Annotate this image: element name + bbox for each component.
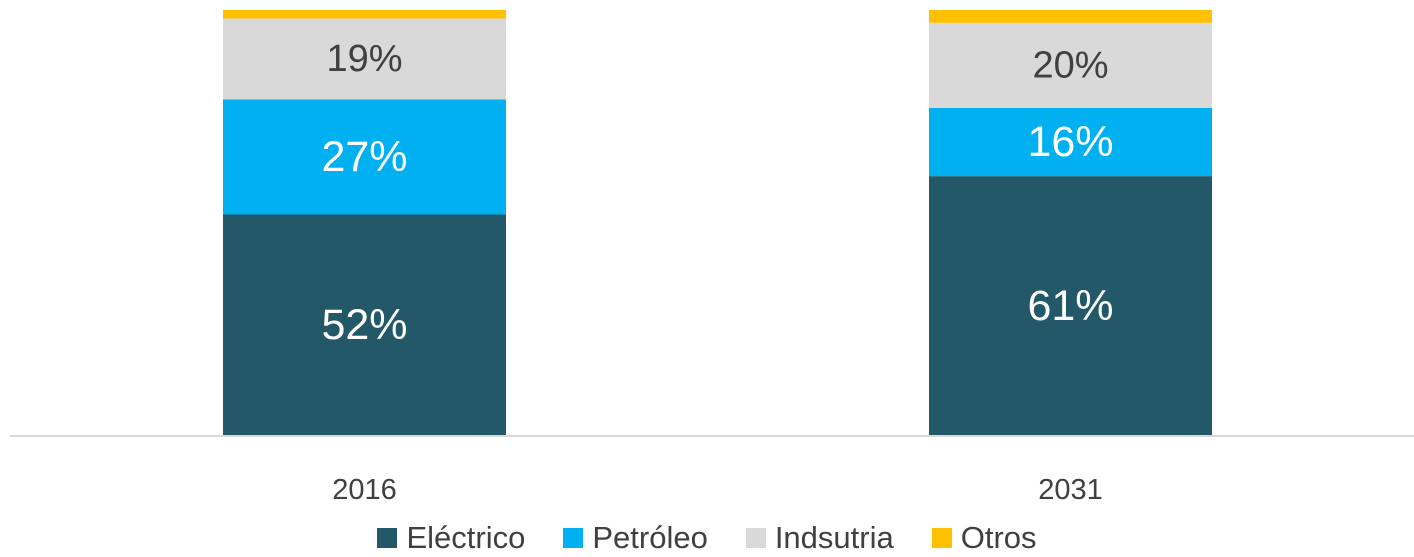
x-tick-label-2031: 2031: [1038, 474, 1103, 506]
data-label-petroleo-2016: 27%: [321, 133, 407, 181]
legend-swatch-petroleo: [563, 528, 584, 548]
x-tick-label-2016: 2016: [332, 474, 397, 506]
legend: Eléctrico Petróleo Indsutria Otros: [0, 520, 1414, 556]
legend-label-electrico: Eléctrico: [406, 520, 526, 555]
data-label-electrico-2031: 61%: [1027, 282, 1113, 330]
legend-label-otros: Otros: [960, 520, 1037, 555]
legend-swatch-indsutria: [745, 528, 766, 548]
legend-item-otros: Otros: [931, 520, 1037, 556]
legend-item-electrico: Eléctrico: [377, 520, 525, 556]
data-label-indsutria-2031: 20%: [1032, 44, 1108, 86]
legend-label-petroleo: Petróleo: [592, 520, 708, 555]
legend-item-petroleo: Petróleo: [563, 520, 708, 556]
bar-indsutria-2031: [929, 22, 1212, 108]
legend-label-indsutria: Indsutria: [774, 520, 894, 555]
bar-indsutria-2016: [223, 18, 506, 100]
legend-item-indsutria: Indsutria: [745, 520, 894, 556]
bar-electrico-2016: [223, 214, 506, 436]
bar-otros-2031: [929, 10, 1212, 23]
data-label-petroleo-2031: 16%: [1027, 118, 1113, 166]
bar-otros-2016: [223, 10, 506, 19]
bar-petroleo-2016: [223, 99, 506, 215]
legend-swatch-otros: [931, 528, 952, 548]
data-label-electrico-2016: 52%: [321, 301, 407, 349]
data-label-indsutria-2016: 19%: [326, 38, 402, 80]
bar-electrico-2031: [929, 176, 1212, 436]
bar-petroleo-2031: [929, 107, 1212, 177]
legend-swatch-electrico: [377, 528, 398, 548]
